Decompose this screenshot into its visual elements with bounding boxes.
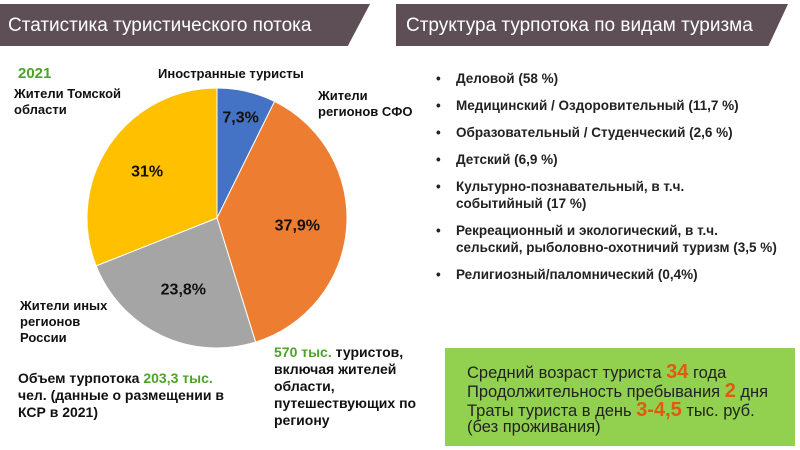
spend-note: (без проживания) — [467, 418, 601, 436]
pie-data-label: 31% — [131, 164, 163, 181]
pie-slice — [86, 87, 218, 267]
tourism-structure-list: Деловой (58 %) Медицинский / Оздоровител… — [436, 70, 786, 283]
legend-sfo: Жители регионов СФО — [318, 88, 413, 119]
pie-data-label: 23,8% — [161, 281, 206, 298]
pie-data-label: 7,3% — [222, 110, 258, 127]
list-item: Культурно-познавательный, в т.ч. событий… — [436, 178, 716, 212]
list-item: Медицинский / Оздоровительный (11,7 %) — [436, 97, 786, 114]
legend-tomsk: Жители Томской области — [14, 86, 122, 117]
age-stat: Средний возраст туриста 34 года — [467, 361, 727, 383]
tourist-stats-box: Средний возраст туриста 34 года Продолжи… — [445, 348, 795, 446]
pie-slice — [216, 100, 348, 343]
year-label: 2021 — [18, 65, 52, 82]
stay-stat: Продолжительность пребывания 2 дня — [467, 380, 769, 402]
legend-other: Жители иных регионов России — [20, 298, 108, 345]
pie-data-label: 37,9% — [275, 217, 320, 234]
list-item: Религиозный/паломнический (0,4%) — [436, 266, 786, 283]
list-item: Детский (6,9 %) — [436, 151, 786, 168]
volume-text: Объем турпотока 203,3 тыс. чел. (данные … — [18, 370, 224, 420]
right-section-title: Структура турпотока по видам туризма — [396, 4, 788, 46]
list-item: Образовательный / Студенческий (2,6 %) — [436, 124, 786, 141]
list-item: Рекреационный и экологический, в т.ч. се… — [436, 222, 786, 256]
tourists-text: 570 тыс. туристов, включая жителей облас… — [274, 344, 417, 428]
pie-chart: 7,3% 37,9% 23,8% 31% — [86, 87, 348, 349]
list-item: Деловой (58 %) — [436, 70, 786, 87]
legend-foreign: Иностранные туристы — [158, 66, 304, 81]
spend-stat: Траты туриста в день 3-4,5 тыс. руб. — [467, 399, 755, 421]
left-section-title: Статистика туристического потока — [0, 4, 370, 46]
